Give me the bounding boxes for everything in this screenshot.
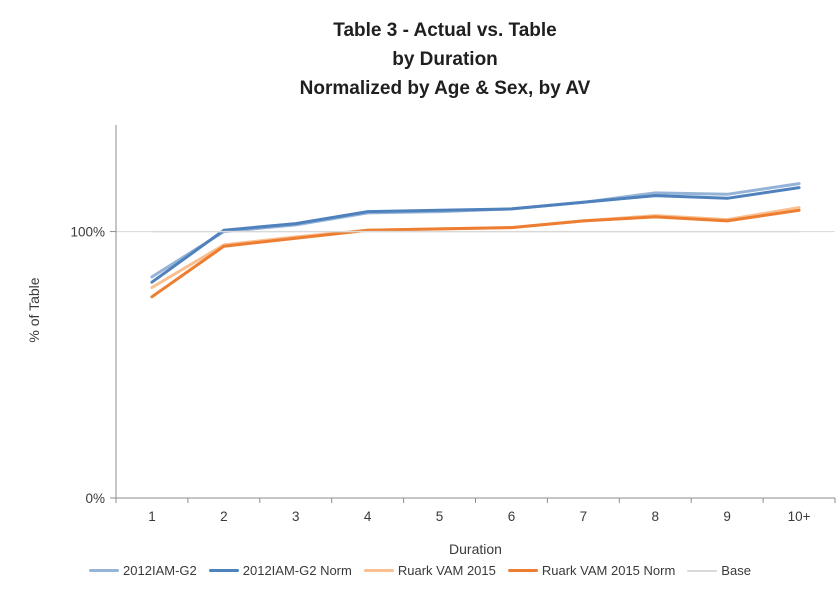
x-tick-label: 10+	[788, 509, 811, 524]
legend-item-ruark-vam-2015: Ruark VAM 2015	[358, 563, 502, 578]
chart-title: Table 3 - Actual vs. Table by Duration N…	[50, 16, 840, 103]
chart-legend: 2012IAM-G2 2012IAM-G2 Norm Ruark VAM 2015 R…	[20, 563, 820, 578]
legend-swatch	[687, 569, 718, 572]
chart-title-line3: Normalized by Age & Sex, by AV	[299, 78, 591, 99]
legend-label: 2012IAM-G2	[123, 563, 197, 578]
y-tick-label: 100%	[70, 225, 105, 240]
chart-title-line2: by Duration	[392, 49, 498, 70]
legend-item-2012iam-g2: 2012IAM-G2	[83, 563, 203, 578]
legend-label: 2012IAM-G2 Norm	[242, 563, 352, 578]
y-tick-label: 0%	[85, 491, 105, 506]
legend-item-2012iam-g2-norm: 2012IAM-G2 Norm	[203, 563, 358, 578]
legend-label: Base	[721, 563, 751, 578]
x-tick-label: 6	[508, 509, 516, 524]
legend-label: Ruark VAM 2015 Norm	[541, 563, 676, 578]
legend-item-base: Base	[681, 563, 757, 578]
legend-swatch	[208, 569, 239, 572]
legend-label: Ruark VAM 2015	[397, 563, 496, 578]
legend-swatch	[507, 569, 538, 572]
x-tick-label: 5	[436, 509, 444, 524]
x-tick-label: 2	[220, 509, 228, 524]
x-tick-label: 4	[364, 509, 372, 524]
legend-swatch	[363, 569, 394, 572]
x-tick-label: 7	[580, 509, 588, 524]
series-line-2012iam-g2-norm	[150, 186, 801, 284]
x-tick-label: 3	[292, 509, 300, 524]
x-tick-label: 8	[651, 509, 659, 524]
chart-title-line1: Table 3 - Actual vs. Table	[333, 20, 557, 41]
series-line-ruark-vam-2015-norm	[150, 208, 801, 299]
legend-swatch	[89, 569, 120, 572]
x-tick-label: 1	[148, 509, 156, 524]
x-tick-label: 9	[723, 509, 731, 524]
x-axis-title: Duration	[449, 541, 502, 557]
legend-item-ruark-vam-2015-norm: Ruark VAM 2015 Norm	[502, 563, 681, 578]
